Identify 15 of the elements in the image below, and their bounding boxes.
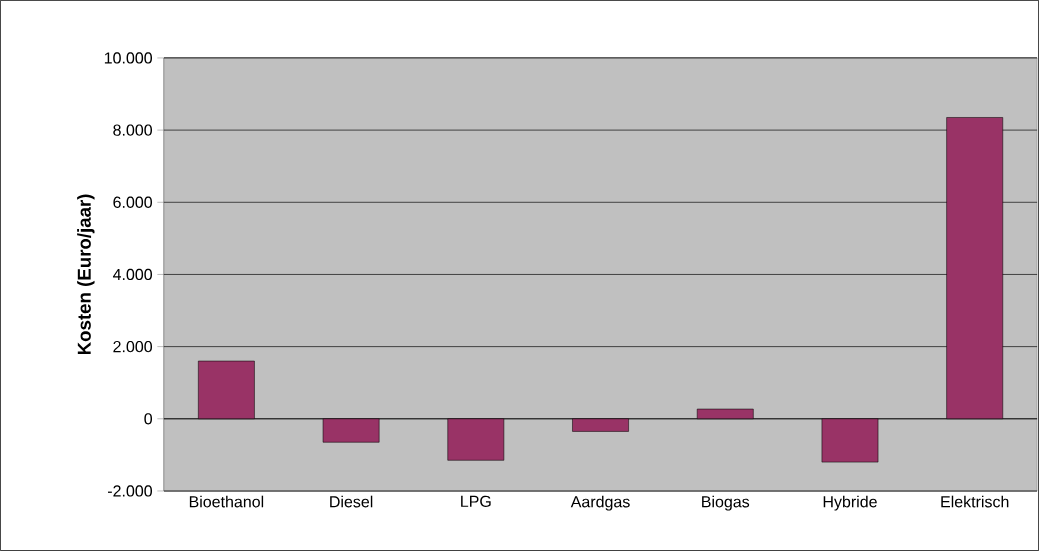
y-axis-title: Kosten (Euro/jaar) [77, 194, 95, 355]
y-tick-label: 4.000 [112, 268, 153, 281]
x-tick-label: Aardgas [570, 495, 630, 511]
y-tick-label: 10.000 [104, 52, 153, 64]
y-tick-label: -2.000 [107, 485, 153, 497]
x-tick-label: Bioethanol [189, 495, 264, 508]
x-tick-label: LPG [461, 495, 491, 508]
y-tick-label: 0 [144, 413, 153, 425]
y-tick-label: 2.000 [113, 340, 153, 353]
x-tick-label: Biogas [702, 495, 750, 511]
x-tick-label: Diesel [330, 495, 373, 508]
x-tick-label: Elektrisch [941, 495, 1009, 508]
x-tick-label: Hybride [823, 495, 877, 511]
y-tick-label: 6.000 [113, 196, 153, 208]
y-tick-label: 8.000 [113, 124, 153, 136]
